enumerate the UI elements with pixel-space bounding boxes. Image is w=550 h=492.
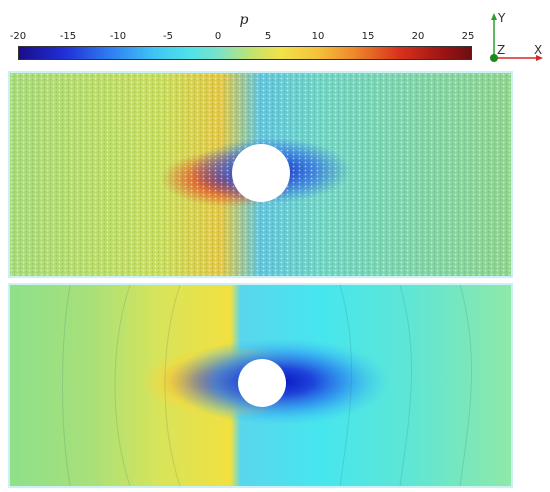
contour-line <box>339 285 353 486</box>
tick-label: -5 <box>163 31 173 42</box>
contour-field-panel <box>8 283 513 488</box>
tick-label: -10 <box>109 31 127 42</box>
y-axis-label: Y <box>497 11 506 25</box>
particle-field-panel <box>8 71 513 278</box>
y-axis-arrow <box>491 13 497 20</box>
tick-label: 10 <box>311 31 325 42</box>
contour-field-plot <box>10 285 511 486</box>
contour-line <box>114 285 131 486</box>
axes-triad: Y Z X <box>490 11 543 62</box>
tick-label: 0 <box>214 31 222 42</box>
colorbar-title: p <box>239 12 249 28</box>
x-axis-label: X <box>534 43 542 57</box>
contour-line <box>164 285 181 486</box>
contour-line <box>459 285 473 486</box>
particle-field-plot <box>10 73 511 276</box>
contour-line <box>62 285 71 486</box>
z-axis-dot <box>490 54 498 62</box>
contour-line <box>399 285 413 486</box>
tick-label: -20 <box>9 31 27 42</box>
x-axis-arrow <box>536 55 543 61</box>
cylinder-obstacle <box>238 359 286 407</box>
colorbar <box>18 46 472 60</box>
cylinder-obstacle <box>232 144 290 202</box>
tick-label: 15 <box>361 31 375 42</box>
tick-label: 25 <box>461 31 475 42</box>
tick-label: 5 <box>264 31 272 42</box>
tick-label: 20 <box>411 31 425 42</box>
tick-label: -15 <box>59 31 77 42</box>
contour-lines <box>62 285 473 486</box>
z-axis-label: Z <box>497 43 505 57</box>
